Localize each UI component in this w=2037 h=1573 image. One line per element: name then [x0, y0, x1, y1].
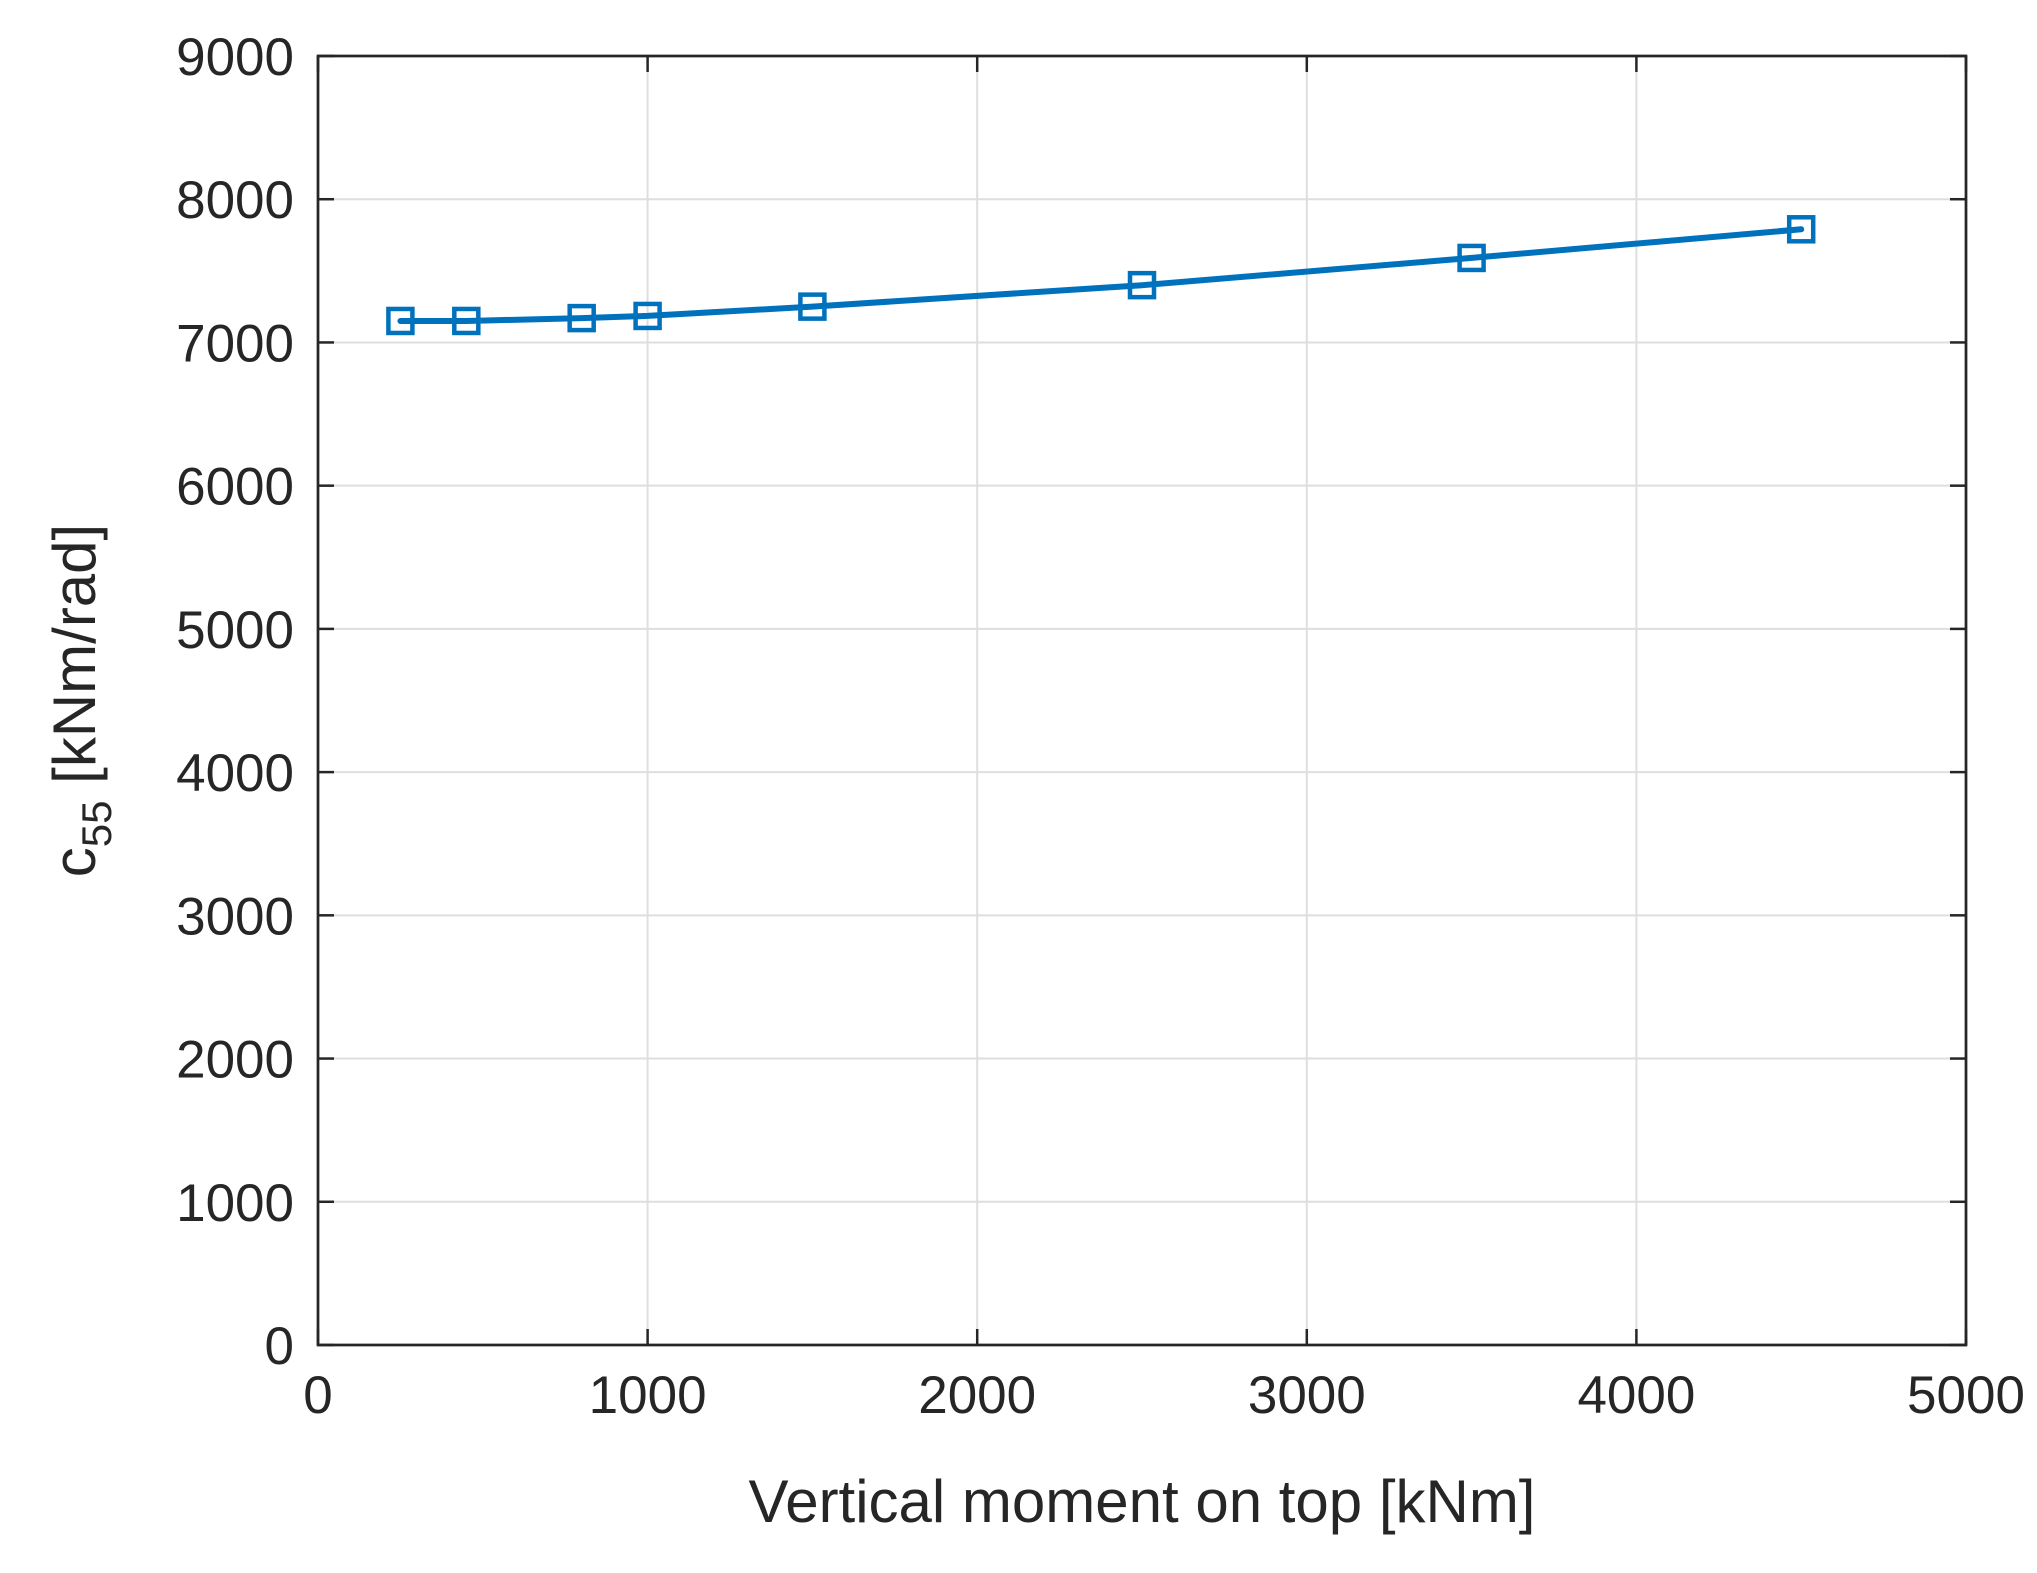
plot-area [316, 54, 1968, 1347]
x-tick-label: 0 [303, 1366, 332, 1425]
data-point-marker [1127, 270, 1157, 300]
data-point-marker [452, 306, 481, 336]
x-tick-label: 5000 [1907, 1366, 2025, 1425]
x-tick-label: 3000 [1248, 1366, 1366, 1425]
x-tick-labels: 0 1000 2000 3000 4000 5000 [303, 1366, 2025, 1425]
y-axis-title: c55 [kNm/rad] [41, 524, 120, 877]
y-tick-label: 2000 [176, 1031, 294, 1090]
series-layer [386, 215, 1816, 336]
y-tick-label: 1000 [176, 1174, 294, 1233]
data-point-marker [633, 301, 662, 331]
series-line [397, 226, 1805, 324]
data-point-marker [798, 292, 827, 321]
x-tick-label: 2000 [918, 1366, 1036, 1425]
data-point-marker [1457, 243, 1486, 273]
x-axis-title: Vertical moment on top [kNm] [749, 1468, 1536, 1535]
y-axis-title-base: c [41, 847, 108, 877]
y-axis-title-subscript: 55 [73, 801, 120, 848]
y-tick-label: 6000 [176, 458, 294, 517]
y-tick-label: 7000 [176, 314, 294, 373]
y-tick-label: 8000 [176, 171, 294, 230]
x-tick-label: 4000 [1577, 1366, 1695, 1425]
data-point-marker [386, 306, 415, 336]
y-tick-label: 4000 [176, 744, 294, 803]
y-tick-label: 3000 [176, 887, 294, 946]
y-tick-label: 0 [265, 1317, 294, 1376]
data-point-marker [567, 303, 596, 333]
x-tick-label: 1000 [589, 1366, 707, 1425]
data-point-marker [1786, 215, 1816, 244]
y-tick-labels: 0 1000 2000 3000 4000 5000 6000 7000 8000 9000 [176, 28, 294, 1376]
y-axis-title-unit: [kNm/rad] [41, 524, 108, 801]
y-tick-label: 5000 [176, 601, 294, 660]
y-tick-label: 9000 [176, 28, 294, 87]
plot-border [316, 54, 1968, 1347]
